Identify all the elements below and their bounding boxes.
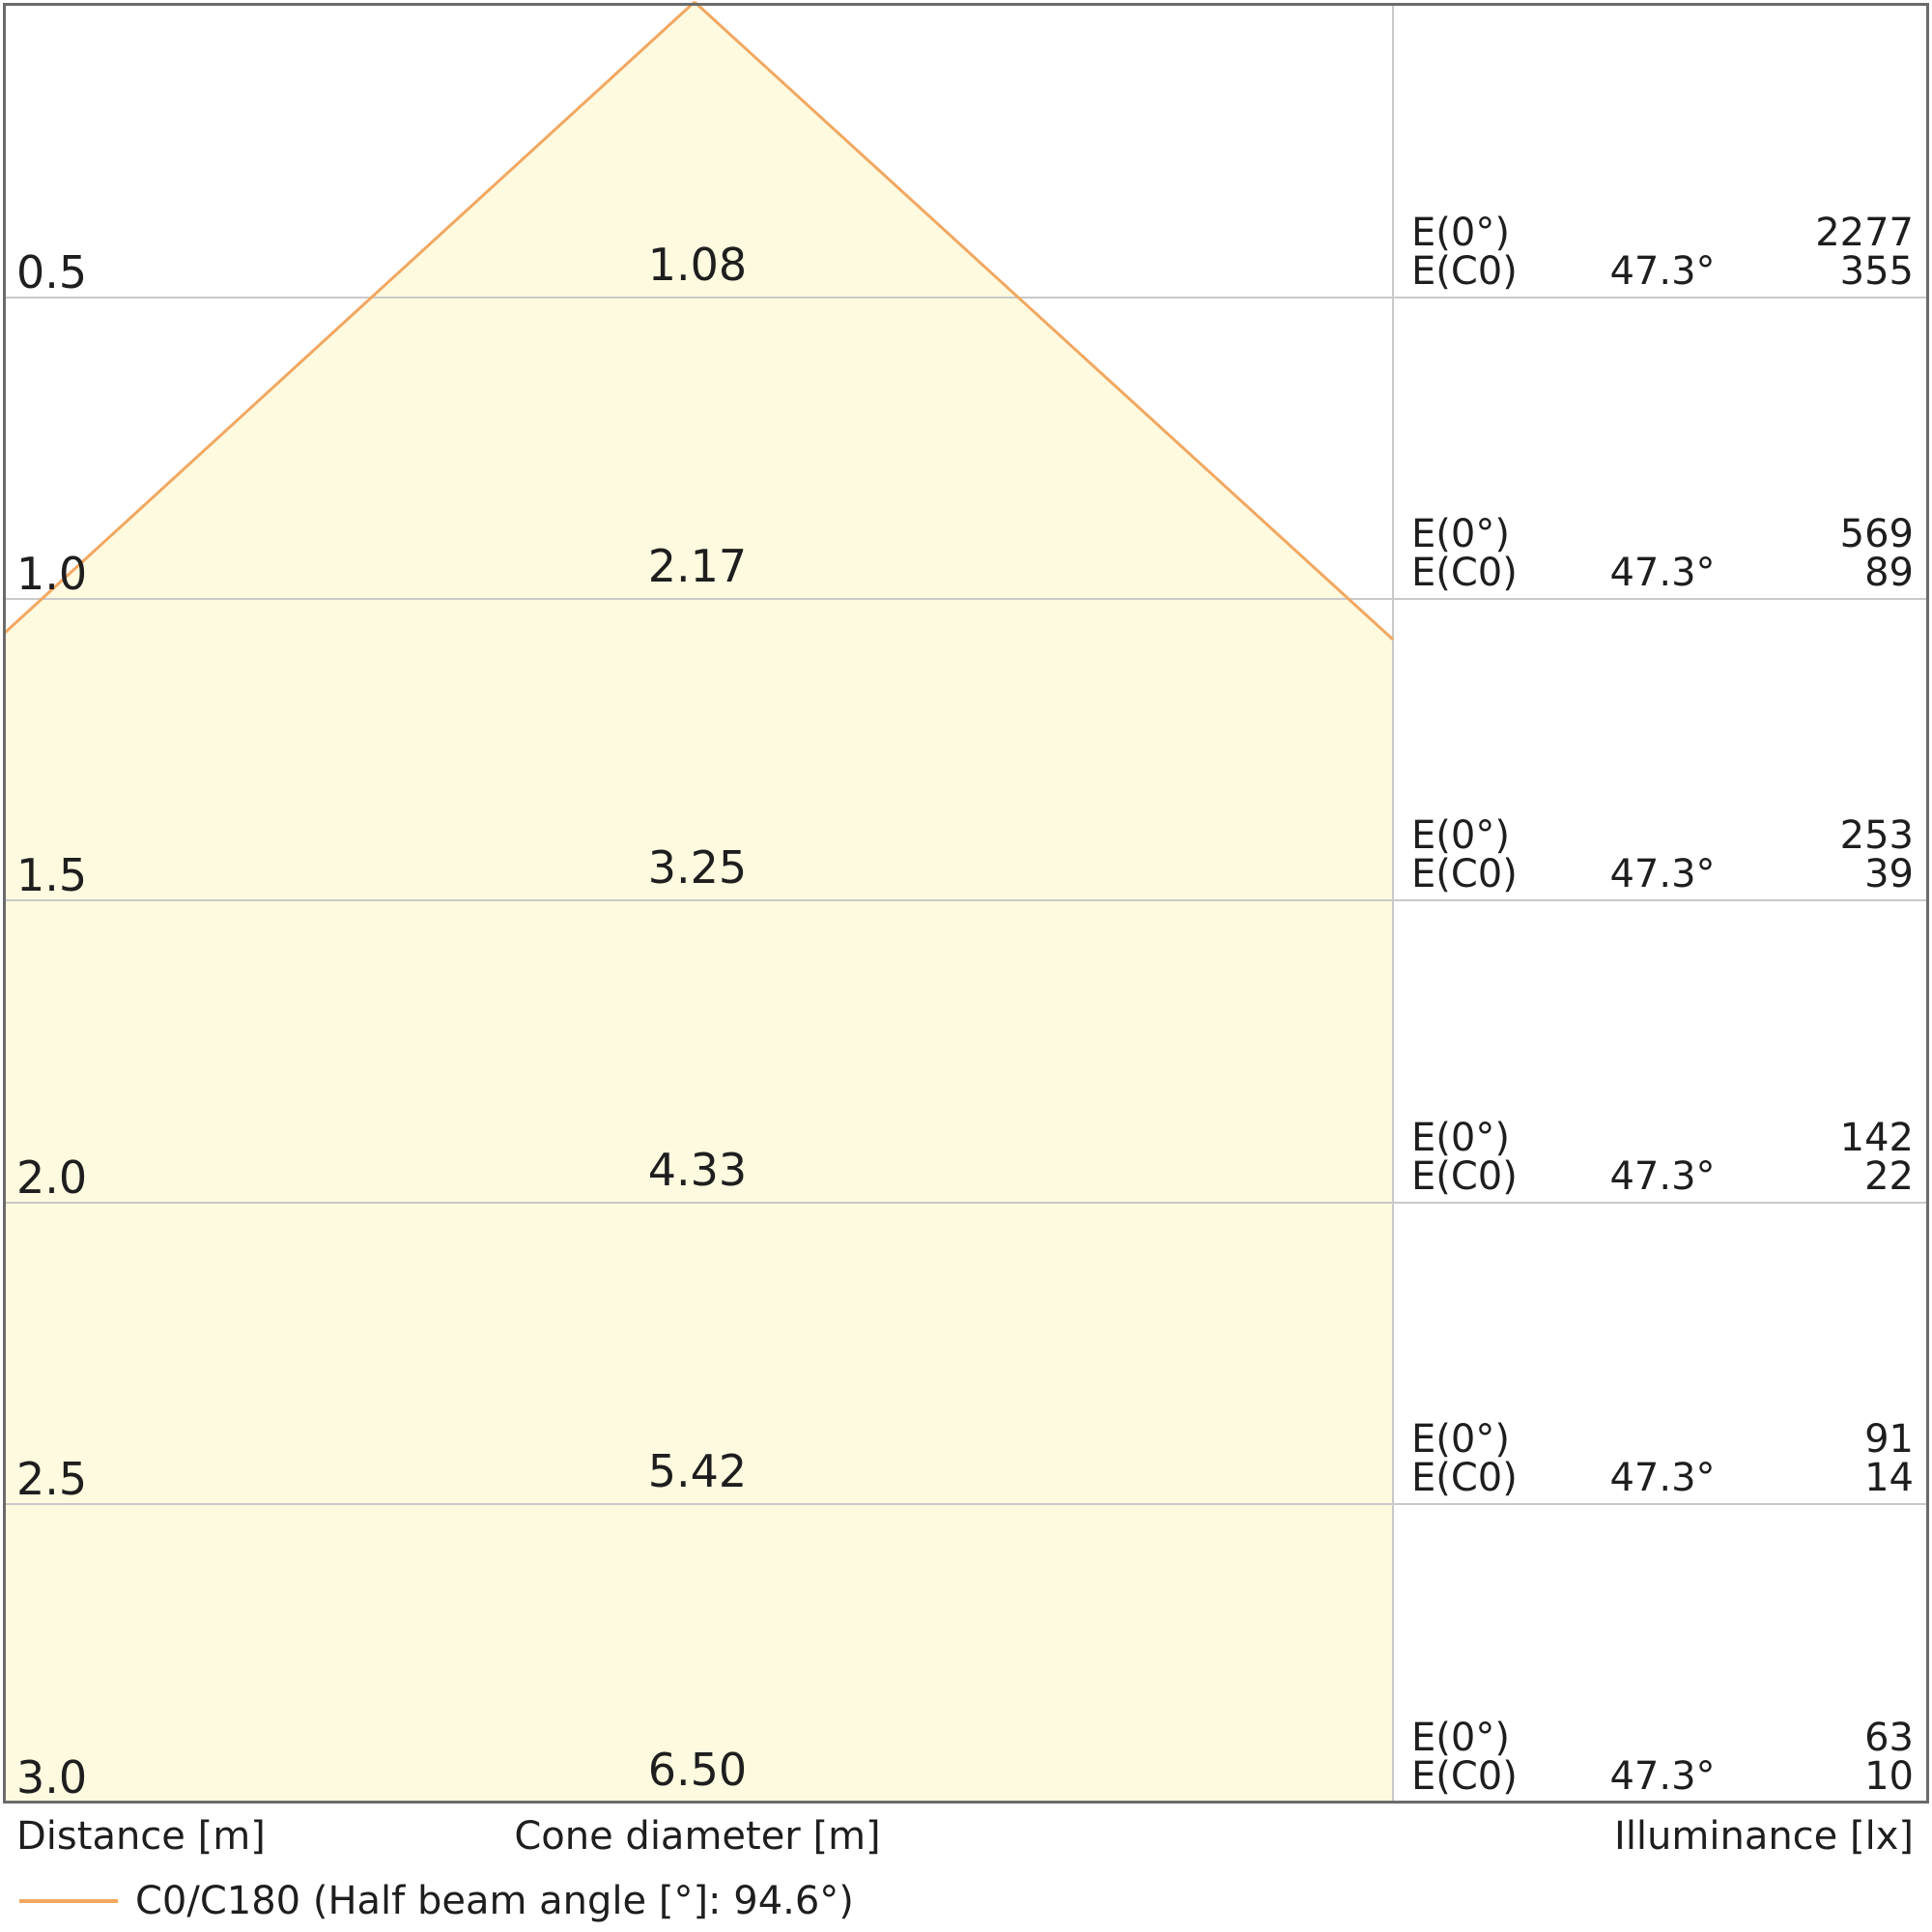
e0-row: E(0°) 63 [1411, 1719, 1914, 1757]
ec0-value: 39 [1864, 852, 1914, 896]
cone-diameter-value: 4.33 [647, 1144, 748, 1196]
e0-row: E(0°) 91 [1411, 1420, 1914, 1459]
ec0-row: E(C0) 47.3° 14 [1411, 1459, 1914, 1497]
ec0-angle: 47.3° [1609, 1154, 1716, 1199]
cone-diameter-value: 5.42 [647, 1445, 748, 1497]
distance-label: 2.0 [16, 1151, 88, 1204]
ec0-label: E(C0) [1411, 852, 1518, 896]
plot-frame [3, 3, 1929, 1804]
cone-diameter-value: 3.25 [647, 841, 748, 894]
ec0-row: E(C0) 47.3° 39 [1411, 855, 1914, 894]
illuminance-row-group: E(0°) 2277 E(C0) 47.3° 355 [1411, 213, 1914, 291]
distance-label: 3.0 [16, 1751, 88, 1804]
cone-diameter-axis-label: Cone diameter [m] [514, 1814, 881, 1859]
ec0-value: 355 [1839, 249, 1914, 294]
cone-diameter-value: 6.50 [647, 1744, 748, 1796]
ec0-value: 14 [1864, 1456, 1914, 1500]
illuminance-row-group: E(0°) 253 E(C0) 47.3° 39 [1411, 816, 1914, 894]
illuminance-column-divider [1392, 4, 1394, 1803]
distance-label: 2.5 [16, 1453, 88, 1505]
ec0-row: E(C0) 47.3° 10 [1411, 1757, 1914, 1796]
ec0-label: E(C0) [1411, 249, 1518, 294]
ec0-angle: 47.3° [1609, 1754, 1716, 1799]
e0-row: E(0°) 142 [1411, 1119, 1914, 1157]
distance-axis-label: Distance [m] [16, 1814, 266, 1859]
illuminance-row-group: E(0°) 63 E(C0) 47.3° 10 [1411, 1719, 1914, 1796]
e0-row: E(0°) 2277 [1411, 213, 1914, 252]
ec0-label: E(C0) [1411, 1456, 1518, 1500]
e0-label: E(0°) [1411, 1116, 1510, 1160]
cone-edge-left [3, 0, 696, 635]
e0-value: 91 [1864, 1417, 1914, 1462]
cone-diameter-value: 2.17 [647, 540, 748, 592]
e0-value: 63 [1864, 1716, 1914, 1760]
ec0-value: 89 [1864, 551, 1914, 595]
e0-label: E(0°) [1411, 211, 1510, 255]
ec0-angle: 47.3° [1609, 852, 1716, 896]
ec0-row: E(C0) 47.3° 355 [1411, 252, 1914, 291]
illuminance-row-group: E(0°) 142 E(C0) 47.3° 22 [1411, 1119, 1914, 1196]
illuminance-row-group: E(0°) 569 E(C0) 47.3° 89 [1411, 515, 1914, 592]
e0-label: E(0°) [1411, 1417, 1510, 1462]
illuminance-axis-label: Illuminance [lx] [1614, 1814, 1914, 1859]
e0-row: E(0°) 569 [1411, 515, 1914, 554]
ec0-angle: 47.3° [1609, 1456, 1716, 1500]
e0-value: 2277 [1815, 211, 1914, 255]
ec0-row: E(C0) 47.3° 89 [1411, 554, 1914, 592]
ec0-angle: 47.3° [1609, 551, 1716, 595]
gridline-2.5m [4, 1503, 1928, 1505]
ec0-label: E(C0) [1411, 1154, 1518, 1199]
illuminance-row-group: E(0°) 91 E(C0) 47.3° 14 [1411, 1420, 1914, 1497]
legend-label: C0/C180 (Half beam angle [°]: 94.6°) [135, 1879, 854, 1923]
e0-label: E(0°) [1411, 512, 1510, 556]
gridline-1.0m [4, 598, 1928, 600]
cone-diameter-value: 1.08 [647, 239, 748, 291]
gridline-1.5m [4, 899, 1928, 901]
gridline-0.5m [4, 297, 1928, 298]
e0-value: 569 [1839, 512, 1914, 556]
ec0-row: E(C0) 47.3° 22 [1411, 1157, 1914, 1196]
ec0-angle: 47.3° [1609, 249, 1716, 294]
e0-row: E(0°) 253 [1411, 816, 1914, 855]
ec0-label: E(C0) [1411, 1754, 1518, 1799]
e0-value: 142 [1839, 1116, 1914, 1160]
ec0-value: 22 [1864, 1154, 1914, 1199]
distance-label: 1.0 [16, 548, 88, 600]
e0-label: E(0°) [1411, 813, 1510, 858]
e0-label: E(0°) [1411, 1716, 1510, 1760]
ec0-value: 10 [1864, 1754, 1914, 1799]
cone-edge-right [693, 0, 1395, 641]
ec0-label: E(C0) [1411, 551, 1518, 595]
distance-label: 0.5 [16, 246, 88, 298]
distance-label: 1.5 [16, 849, 88, 901]
light-cone-shape [5, 2, 1393, 1802]
gridline-2.0m [4, 1202, 1928, 1204]
e0-value: 253 [1839, 813, 1914, 858]
